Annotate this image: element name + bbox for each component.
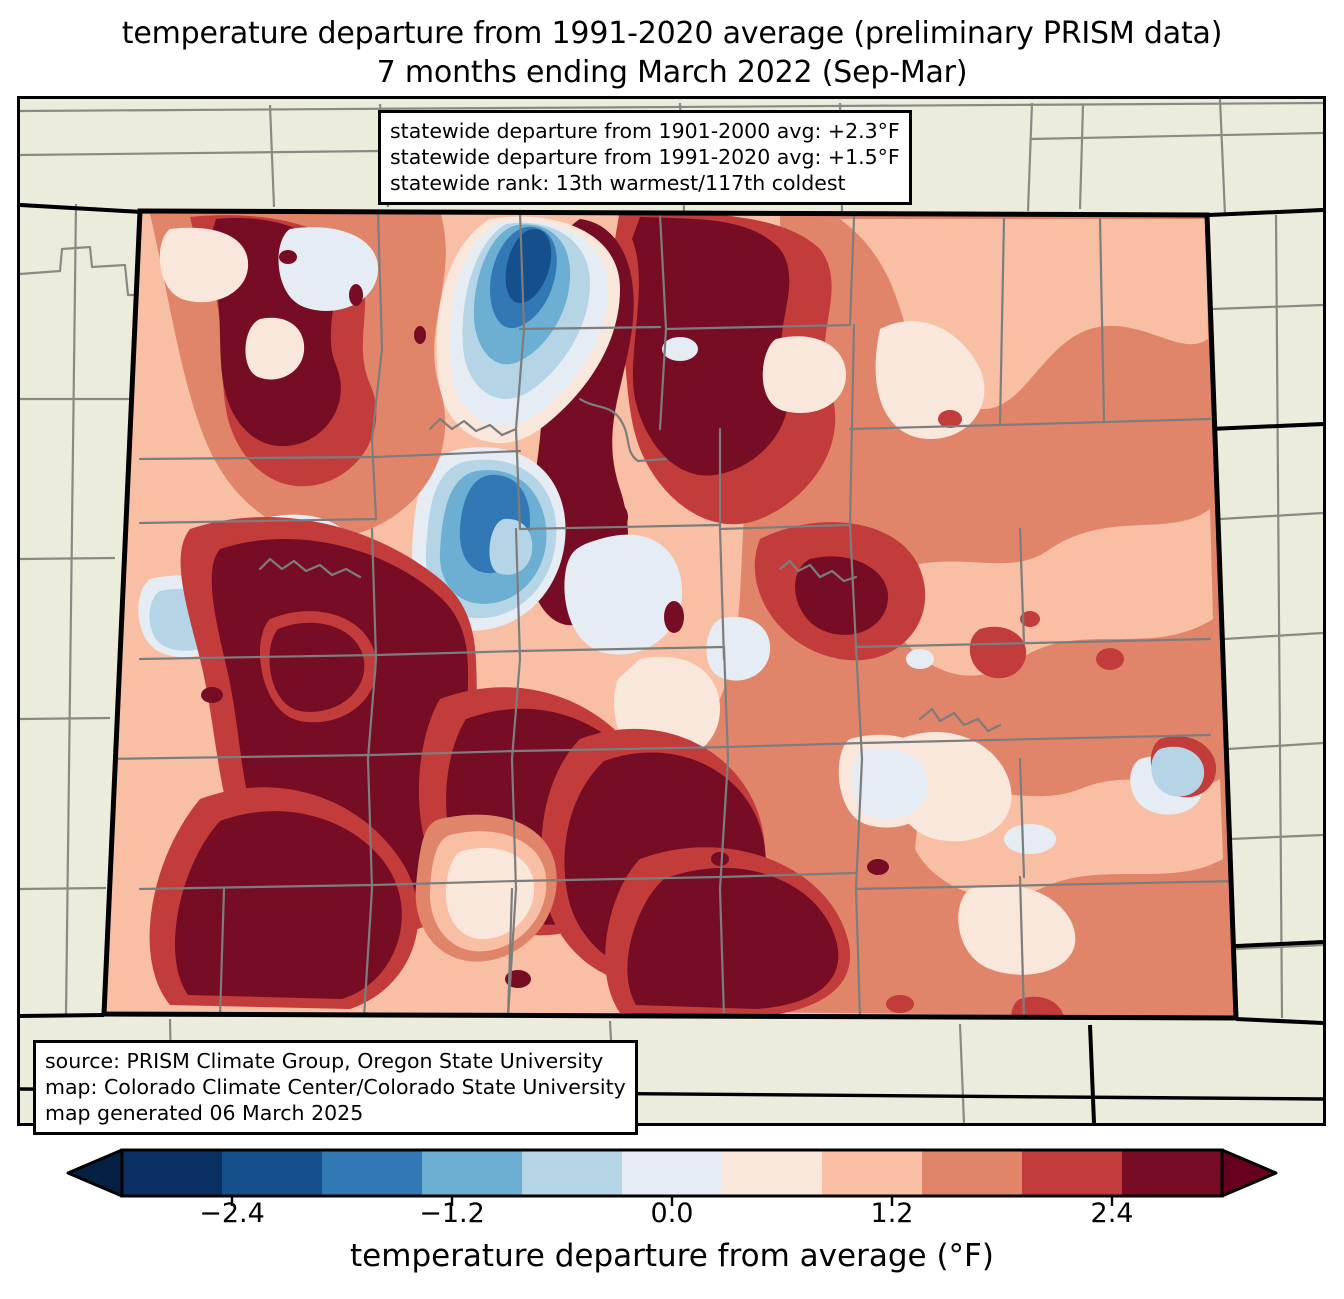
colorbar-band [1122,1150,1223,1196]
intense-warm-cells [201,250,889,988]
colorbar-under-arrow [66,1148,124,1198]
colorbar-band [722,1150,823,1196]
colorbar-band [1022,1150,1123,1196]
colorbar-tick-labels: −2.4 −1.2 0.0 1.2 2.4 [0,1192,1344,1234]
title-line-2: 7 months ending March 2022 (Sep-Mar) [376,55,968,90]
colorbar-band [422,1150,523,1196]
colorbar-band [222,1150,323,1196]
temperature-departure-contours [104,211,1236,1018]
colorbar-band [522,1150,623,1196]
colorbar-band [122,1150,223,1196]
colorbar-band [822,1150,923,1196]
map-generated-line: map generated 06 March 2025 [45,1101,364,1125]
map-panel [17,96,1326,1126]
statewide-stats-box: statewide departure from 1901-2000 avg: … [378,110,912,205]
colorbar-over-arrow [1220,1148,1278,1198]
stat-statewide-rank: statewide rank: 13th warmest/117th colde… [390,171,846,195]
colorbar-tick-label: 2.4 [1090,1198,1134,1229]
colorbar-tick-label: −2.4 [199,1198,265,1229]
colorbar-svg [66,1148,1278,1206]
county-boundaries [104,211,1236,1018]
colorbar-band [322,1150,423,1196]
source-credit-box: source: PRISM Climate Group, Oregon Stat… [33,1040,638,1135]
moderate-warm-cells [886,410,1124,1013]
stat-departure-1901-2000: statewide departure from 1901-2000 avg: … [390,119,900,143]
colorbar-tick-label: −1.2 [419,1198,485,1229]
map-credit-line: map: Colorado Climate Center/Colorado St… [45,1075,626,1099]
colorbar-tick-label: 0.0 [650,1198,694,1229]
source-line: source: PRISM Climate Group, Oregon Stat… [45,1049,604,1073]
colorado-state-outline [101,208,1239,1021]
colorbar-band [922,1150,1023,1196]
near-normal-cells [662,337,1056,854]
title-line-1: temperature departure from 1991-2020 ave… [121,16,1223,51]
colorbar-tick-label: 1.2 [870,1198,914,1229]
colorado-temperature-departure-map [20,99,1323,1123]
colorbar-band [622,1150,723,1196]
colorbar-axis-label: temperature departure from average (°F) [350,1238,994,1274]
stat-departure-1991-2020: statewide departure from 1991-2020 avg: … [390,145,900,169]
colorbar [0,1136,1344,1206]
figure-title: temperature departure from 1991-2020 ave… [0,14,1344,92]
